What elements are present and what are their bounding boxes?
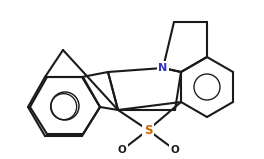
Text: O: O: [118, 145, 126, 155]
Text: S: S: [144, 124, 152, 136]
Text: N: N: [158, 63, 168, 73]
Text: O: O: [171, 145, 179, 155]
